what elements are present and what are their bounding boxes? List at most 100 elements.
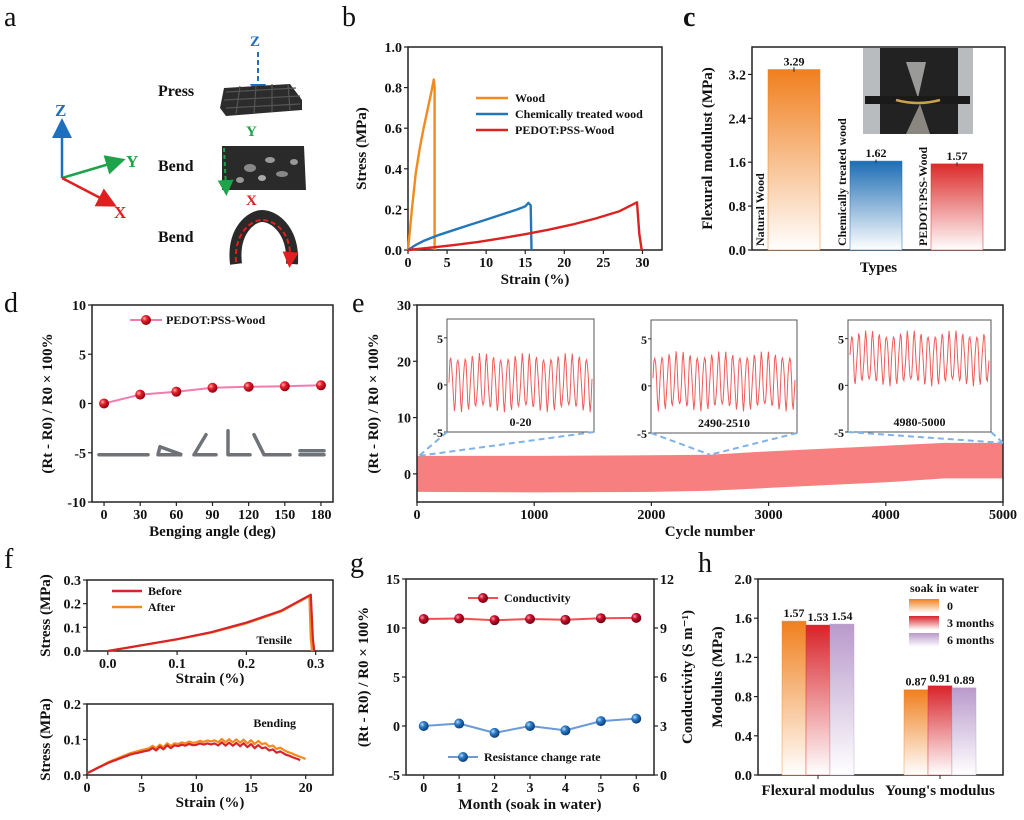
y-right-tick-label: 3 xyxy=(660,720,667,735)
y-tick-label: 0.8 xyxy=(735,691,753,706)
panel-letter-h: h xyxy=(698,548,712,579)
y-right-tick-label: 0 xyxy=(660,769,667,784)
data-point xyxy=(279,381,290,392)
zoom-connector xyxy=(990,431,1004,444)
panel-letter-b: b xyxy=(342,2,356,33)
bend-x-label: Bend xyxy=(158,229,194,246)
inset-label: 2490-2510 xyxy=(698,416,750,430)
data-point xyxy=(525,614,535,625)
x-axis-title: Strain (%) xyxy=(176,671,245,687)
inset-2490-2510: -5 0 5 2490-2510 xyxy=(637,319,798,456)
y-right-tick-label: 9 xyxy=(660,622,667,637)
bar xyxy=(849,160,903,251)
data-point xyxy=(560,725,571,736)
data-point xyxy=(560,614,571,625)
bar-value-label: 3.29 xyxy=(784,54,805,68)
panel-letter-g: g xyxy=(350,548,364,579)
x-axis-title: Strain (%) xyxy=(176,795,245,811)
legend-label: 3 months xyxy=(947,616,994,630)
bar-value-label: 0.89 xyxy=(954,673,975,687)
inset-tick-label: 5 xyxy=(838,333,844,347)
plot-frame xyxy=(416,304,1004,503)
y-axis-label: Y xyxy=(126,152,138,171)
inset-signal-line xyxy=(652,351,796,412)
bar xyxy=(927,685,953,776)
x-tick-label: 0 xyxy=(420,781,427,796)
y-tick-label: 10 xyxy=(386,622,400,637)
bar-value-label: 1.62 xyxy=(866,146,887,160)
legend-label: After xyxy=(148,600,176,614)
x-tick-label: 30 xyxy=(133,508,147,523)
x-tick-label: 3 xyxy=(527,781,534,796)
x-axis-arrow xyxy=(61,176,117,207)
x-tick-label: 60 xyxy=(169,508,183,523)
data-point xyxy=(631,713,642,724)
zoom-connector xyxy=(650,432,711,456)
panel-letter-f: f xyxy=(4,544,14,575)
series-line-1 xyxy=(407,201,533,252)
inset-label: 0-20 xyxy=(510,415,532,429)
panel-letter-c: c xyxy=(683,2,695,33)
inset-tick-label: 0 xyxy=(437,379,443,393)
inset-tick-label: 5 xyxy=(641,333,647,347)
x-tick-label: 0.0 xyxy=(99,657,117,672)
x-tick-label: 15 xyxy=(518,256,532,271)
bend-state-icon xyxy=(226,428,252,457)
data-point xyxy=(489,727,500,738)
y-axis-title: (Rt - R0) / R0 × 100% xyxy=(40,333,56,473)
bar-value-label: 0.91 xyxy=(930,671,951,685)
bar-value-label: 1.53 xyxy=(808,610,829,624)
inset-tick-label: -5 xyxy=(433,426,443,440)
legend-label: PEDOT:PSS-Wood xyxy=(515,123,614,137)
x-tick-label: 4 xyxy=(562,781,569,796)
panel-a: a Z Y X Press Z Bend Y xyxy=(4,2,306,268)
plot-frame xyxy=(91,304,334,503)
y-tick-label: 0.4 xyxy=(385,163,403,178)
legend-label: Wood xyxy=(515,91,545,105)
data-point xyxy=(243,381,254,392)
data-point xyxy=(595,716,606,727)
y-tick-label: 1.6 xyxy=(735,612,753,627)
bar-category-label: Natural Wood xyxy=(753,173,767,246)
bend-schematic-icons xyxy=(97,428,326,457)
axes-triad: Z Y X xyxy=(52,101,138,222)
y-tick-label: 2.0 xyxy=(735,573,753,588)
data-point xyxy=(489,615,500,626)
bar xyxy=(930,163,984,251)
inset-tick-label: -5 xyxy=(637,427,647,441)
bar-category-label: PEDOT:PSS-Wood xyxy=(916,147,930,246)
x-tick-label: 90 xyxy=(206,508,220,523)
y-tick-label: 1.6 xyxy=(729,156,747,171)
legend-label: 0 xyxy=(947,599,953,613)
x-axis-title: Strain (%) xyxy=(501,272,570,288)
panel-letter-a: a xyxy=(4,2,17,33)
press-axis-label: Z xyxy=(250,34,260,50)
legend-label: PEDOT:PSS-Wood xyxy=(166,313,265,327)
y-axis-title: Flexural modulust (MPa) xyxy=(700,67,716,230)
x-tick-label: 0 xyxy=(101,508,108,523)
data-point xyxy=(595,613,606,624)
x-tick-label: 0 xyxy=(405,256,412,271)
x-tick-label: 5 xyxy=(138,781,145,796)
y-tick-label: 1.2 xyxy=(735,651,753,666)
inset-tick-label: -5 xyxy=(834,426,844,440)
x-tick-label: 0.2 xyxy=(238,657,256,672)
y-tick-label: 10 xyxy=(397,412,411,427)
zoom-connector xyxy=(709,432,798,456)
annotation: Tensile xyxy=(256,633,292,647)
bend-y-label: Bend xyxy=(158,158,194,175)
y-tick-label: 0.1 xyxy=(64,734,82,749)
bar xyxy=(829,623,855,776)
y-tick-label: 0.0 xyxy=(735,769,753,784)
x-tick-label: 0.3 xyxy=(307,657,325,672)
legend-swatch xyxy=(909,599,939,613)
x-category-label: Young's modulus xyxy=(885,783,995,799)
y-tick-label: 0.0 xyxy=(64,645,82,660)
x-tick-label: 150 xyxy=(274,508,295,523)
series-line-Before xyxy=(86,741,301,775)
y-tick-label: 0 xyxy=(393,720,400,735)
x-axis-title: Month (soak in water) xyxy=(459,797,602,813)
y-tick-label: 2.4 xyxy=(729,112,747,127)
bar xyxy=(805,624,831,776)
x-tick-label: 10 xyxy=(479,256,493,271)
